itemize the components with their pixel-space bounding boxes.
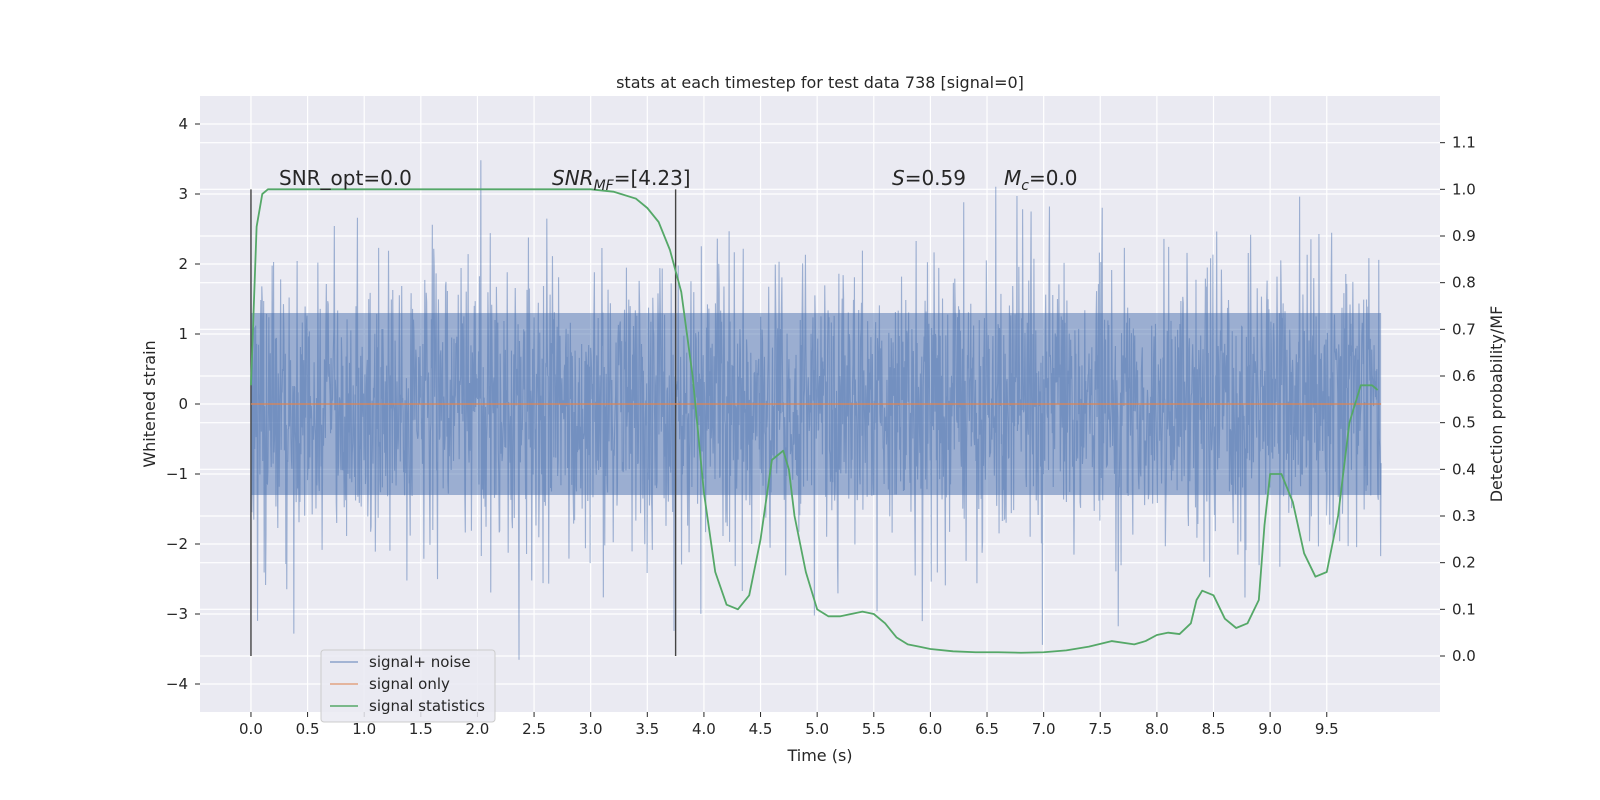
x-tick-label: 6.5 [975,720,999,738]
legend-label-signal-only: signal only [369,675,450,693]
legend-frame [320,649,496,723]
x-tick-label: 5.0 [805,720,829,738]
mc-value: =0.0 [1029,166,1078,190]
x-tick-label: 3.5 [635,720,659,738]
x-tick-label: 5.5 [862,720,886,738]
x-tick-label: 1.0 [352,720,376,738]
snr-mf-value: =[4.23] [614,166,691,190]
x-tick-label: 4.5 [749,720,773,738]
x-tick-label: 3.0 [579,720,603,738]
y2-tick-label: 0.4 [1452,460,1476,478]
x-tick-label: 2.0 [466,720,490,738]
y2-tick-label: 1.0 [1452,180,1476,198]
x-tick-label: 8.5 [1202,720,1226,738]
y-tick-label: 2 [178,255,188,273]
x-tick-label: 9.0 [1258,720,1282,738]
y2-axis-ticks: 1.1 1.0 0.9 0.8 0.7 0.6 0.5 0.4 0.3 0.2 0.1 0.0 [1440,134,1476,665]
x-tick-label: 9.5 [1315,720,1339,738]
y2-tick-label: 0.5 [1452,414,1476,432]
x-tick-label: 4.0 [692,720,716,738]
x-tick-label: 0.0 [239,720,263,738]
y-tick-label: −1 [166,465,188,483]
y2-tick-label: 0.3 [1452,507,1476,525]
x-axis-label: Time (s) [786,746,852,765]
mc-subscript: c [1021,178,1029,194]
annotation-mc: Mc=0.0 [1004,166,1078,194]
annotation-snr-mf: SNRMF=[4.23] [552,166,691,194]
legend-label-signal-statistics: signal statistics [369,697,485,715]
y2-tick-label: 0.1 [1452,600,1476,618]
y-tick-label: 1 [178,325,188,343]
vertical-markers [250,189,677,656]
chart-title: stats at each timestep for test data 738… [616,73,1024,92]
y-tick-label: −4 [166,675,188,693]
x-tick-label: 8.0 [1145,720,1169,738]
y2-axis-label: Detection probability/MF [1487,306,1506,503]
y2-tick-label: 0.9 [1452,227,1476,245]
snr-mf-subscript: MF [594,178,615,194]
signal-statistics-series [250,188,1379,654]
y-tick-label: −3 [166,605,188,623]
x-tick-label: 0.5 [296,720,320,738]
x-tick-label: 7.0 [1032,720,1056,738]
annotation-s: S=0.59 [892,166,966,190]
legend: signal+ noise signal only signal statist… [320,649,496,723]
y-tick-label: 0 [178,395,188,413]
x-tick-label: 1.5 [409,720,433,738]
y-tick-label: −2 [166,535,188,553]
y-axis-ticks: 4 3 2 1 0 −1 −2 −3 −4 [166,115,200,693]
annotation-snr-opt: SNR_opt=0.0 [279,166,412,190]
y2-tick-label: 0.6 [1452,367,1476,385]
y2-tick-label: 0.2 [1452,554,1476,572]
y-axis-label: Whitened strain [140,340,159,467]
x-tick-label: 2.5 [522,720,546,738]
s-value: =0.59 [905,166,966,190]
s-symbol: S [892,166,905,190]
x-tick-label: 6.0 [918,720,942,738]
y-tick-label: 3 [178,185,188,203]
x-axis-ticks: 0.0 0.5 1.0 1.5 2.0 2.5 3.0 3.5 4.0 4.5 5.0 5.5 6.0 6… [239,712,1339,738]
y2-tick-label: 1.1 [1452,134,1476,152]
mc-symbol: M [1004,166,1021,190]
legend-label-signal-noise: signal+ noise [369,653,471,671]
y2-tick-label: 0.0 [1452,647,1476,665]
y-tick-label: 4 [178,115,188,133]
x-tick-label: 7.5 [1088,720,1112,738]
snr-mf-symbol: SNR [552,166,594,190]
y2-tick-label: 0.7 [1452,320,1476,338]
signal-statistics-line [250,188,1379,654]
y2-tick-label: 0.8 [1452,274,1476,292]
